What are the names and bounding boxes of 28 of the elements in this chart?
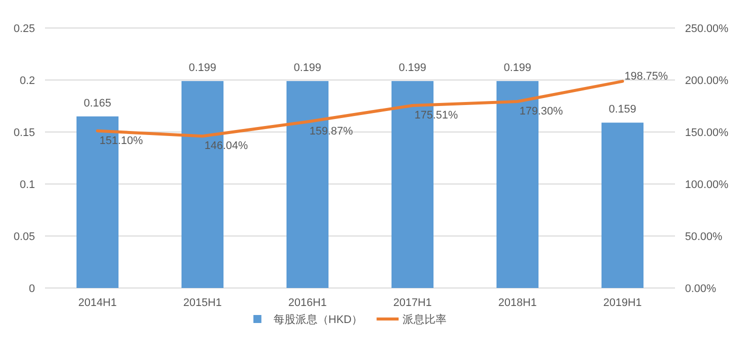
y2-tick-label: 0.00% bbox=[685, 283, 716, 295]
y-tick-label: 0.25 bbox=[14, 23, 35, 35]
y2-tick-label: 250.00% bbox=[685, 23, 729, 35]
data-label: 0.165 bbox=[84, 97, 112, 110]
x-tick-label: 2014H1 bbox=[78, 297, 117, 309]
y-tick-label: 0.15 bbox=[14, 127, 35, 139]
data-label: 0.199 bbox=[294, 62, 322, 74]
y2-tick-label: 150.00% bbox=[685, 127, 729, 139]
y-tick-label: 0.2 bbox=[20, 75, 35, 87]
y-tick-label: 0 bbox=[28, 283, 35, 295]
data-label: 0.199 bbox=[398, 62, 426, 74]
y2-tick-label: 200.00% bbox=[685, 75, 729, 87]
x-tick-label: 2019H1 bbox=[603, 297, 642, 309]
x-tick-label: 2018H1 bbox=[498, 297, 537, 309]
y-tick-label: 0.1 bbox=[20, 179, 35, 191]
data-label: 0.199 bbox=[504, 62, 532, 74]
data-label: 0.159 bbox=[608, 104, 636, 116]
legend-label: 派息比率 bbox=[402, 313, 447, 326]
y-tick-label: 0.05 bbox=[14, 231, 35, 243]
y2-tick-label: 100.00% bbox=[685, 179, 729, 191]
data-label: 0.199 bbox=[188, 62, 216, 74]
legend-label: 每股派息（HKD） bbox=[273, 313, 363, 326]
x-tick-label: 2015H1 bbox=[183, 297, 222, 309]
data-label: 198.75% bbox=[624, 70, 668, 82]
x-tick-label: 2017H1 bbox=[393, 297, 432, 309]
x-tick-label: 2016H1 bbox=[288, 297, 327, 309]
bar bbox=[602, 122, 644, 288]
y2-tick-label: 50.00% bbox=[685, 231, 723, 243]
